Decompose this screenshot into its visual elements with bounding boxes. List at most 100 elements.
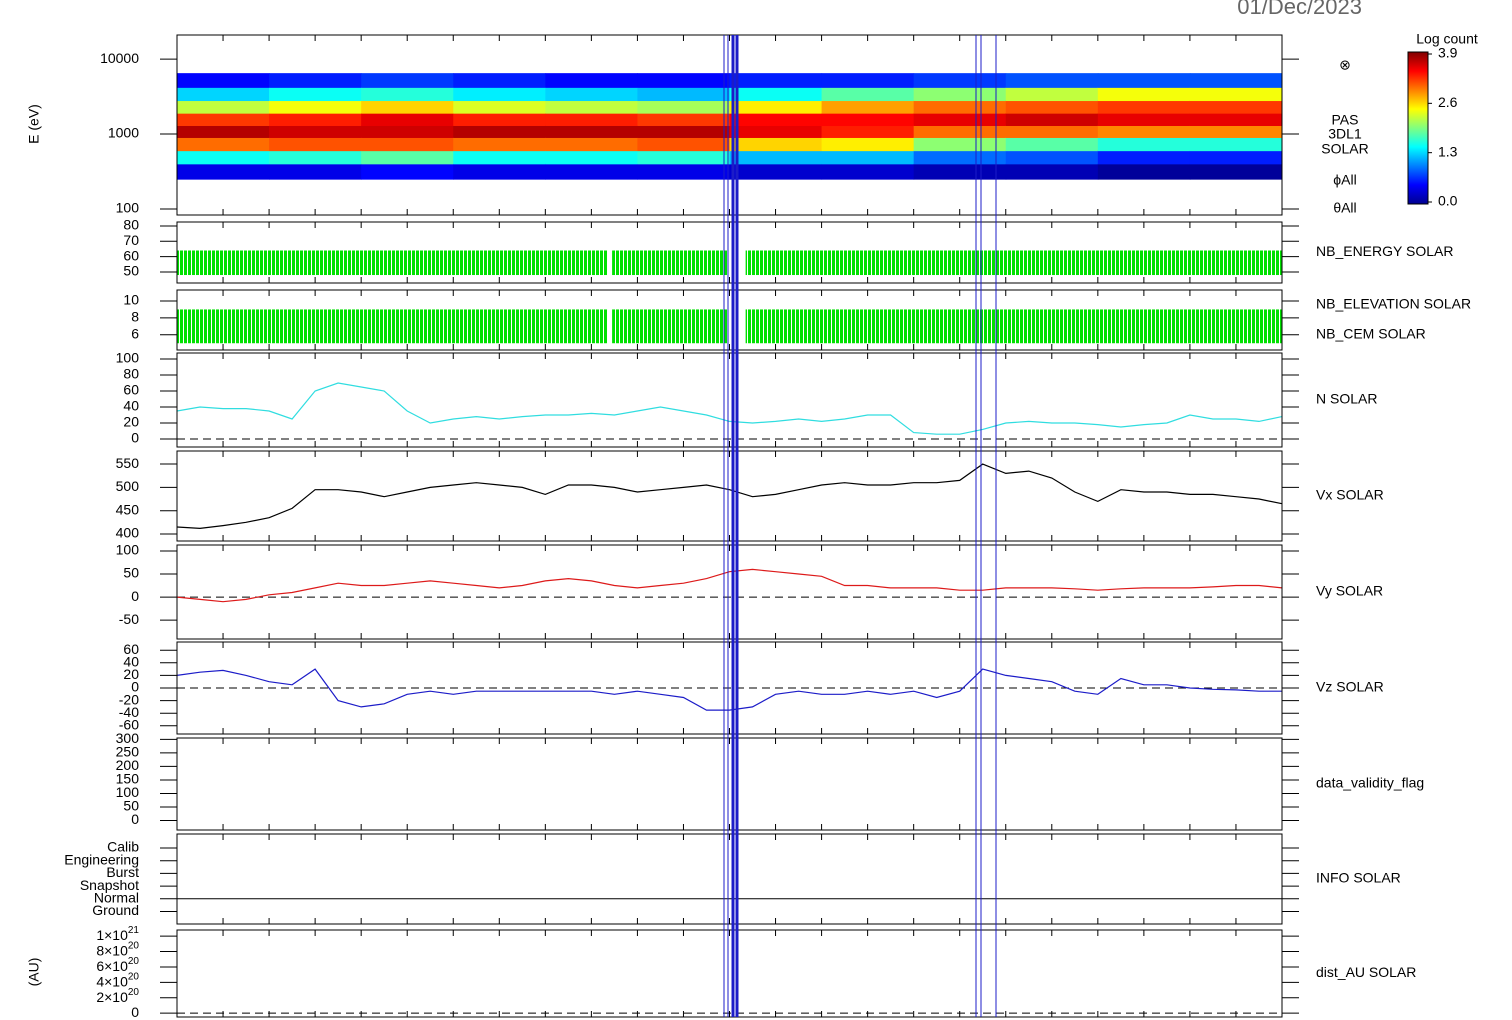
spectrogram-cell <box>269 87 362 102</box>
spectrogram-cell <box>1097 73 1191 88</box>
spectrogram-cell <box>637 113 730 127</box>
side-label: θAll <box>1333 200 1356 216</box>
spectrogram-cell <box>821 125 915 138</box>
spectrogram-cell <box>1097 87 1191 102</box>
spectrogram-cell <box>361 163 454 180</box>
y-tick-label: 80 <box>123 366 139 382</box>
spectrogram-cell <box>453 100 546 114</box>
spectrogram-cell <box>729 87 823 102</box>
side-label: PAS <box>1332 112 1359 128</box>
y-tick-label: 550 <box>116 455 140 471</box>
series-label: Vz SOLAR <box>1316 679 1384 695</box>
y-tick-label-base: 1×10 <box>96 927 128 943</box>
y-tick-label: 100 <box>116 350 140 366</box>
spectrogram-cell <box>637 100 730 114</box>
event-lines <box>723 35 997 1017</box>
spectrogram-cell <box>1005 163 1099 180</box>
y-category-label: Ground <box>92 902 139 918</box>
y-tick-label-base: 2×10 <box>96 988 128 1004</box>
spectrogram-cell <box>637 150 730 165</box>
spectrogram-cell <box>453 163 546 180</box>
y-category-label: Snapshot <box>80 877 139 893</box>
spectrogram-cell <box>637 163 730 180</box>
y-tick-label: 60 <box>123 247 139 263</box>
y-tick-label: 8 <box>131 309 139 325</box>
spectrogram-cell <box>177 87 270 102</box>
y-tick-label: 50 <box>123 798 139 814</box>
series-label: NB_CEM SOLAR <box>1316 326 1426 342</box>
y-tick-label: 6 <box>131 325 139 341</box>
y-tick-label: 450 <box>116 501 140 517</box>
y-tick-label: 200 <box>116 757 140 773</box>
y-tick-label: -60 <box>119 717 139 733</box>
y-tick-label: 50 <box>123 565 139 581</box>
plot-layer: 0.01.32.63.9⊗PAS3DL1SOLARϕAllθAll1001000… <box>64 34 1471 1020</box>
y-tick-label-exponent: 20 <box>128 956 140 967</box>
y-tick-label: 50 <box>123 263 139 279</box>
spectrogram-cell <box>177 113 270 127</box>
y-category-label: Burst <box>106 864 139 880</box>
spectrogram-cell <box>1189 87 1283 102</box>
spectrogram-cell <box>361 113 454 127</box>
y-tick-label: 8×1020 <box>96 940 139 958</box>
side-label: ϕAll <box>1333 172 1356 188</box>
spectrogram-cell <box>545 113 638 127</box>
spectrogram-cell <box>821 150 915 165</box>
y-tick-label: 60 <box>123 641 139 657</box>
series-label: NB_ENERGY SOLAR <box>1316 243 1453 259</box>
y-tick-label: -50 <box>119 611 139 627</box>
spectrogram-cell <box>1097 100 1191 114</box>
spectrogram-cell <box>821 163 915 180</box>
spectrogram-cell <box>545 100 638 114</box>
colorbar-label: Log count <box>1416 31 1478 47</box>
spectrogram-cell <box>453 113 546 127</box>
spectrogram-cell <box>821 113 915 127</box>
spectrogram-cell <box>545 73 638 88</box>
spectrogram-cell <box>177 150 270 165</box>
data-line <box>176 463 1283 530</box>
spectrogram-cell <box>361 125 454 138</box>
spectrogram-cell <box>729 137 823 152</box>
spectrogram-cell <box>1189 125 1283 138</box>
y-tick-label: 80 <box>123 217 139 233</box>
spectrogram-cell <box>269 125 362 138</box>
chart-title: 01/Dec/2023 <box>1237 0 1362 19</box>
y-tick-label: 0 <box>131 1004 139 1020</box>
colorbar-tick-label: 2.6 <box>1438 94 1458 110</box>
spectrogram-cell <box>453 73 546 88</box>
y-tick-label: 40 <box>123 653 139 669</box>
y-tick-label-exponent: 20 <box>128 986 140 997</box>
spectrogram-cell <box>269 163 362 180</box>
y-category-label: Calib <box>107 839 139 855</box>
y-tick-label: 60 <box>123 382 139 398</box>
spectrogram-cell <box>1005 73 1099 88</box>
spectrogram-cell <box>1005 100 1099 114</box>
series-label: NB_ELEVATION SOLAR <box>1316 296 1471 312</box>
spectrogram-cell <box>1097 150 1191 165</box>
y-tick-label: 0 <box>131 679 139 695</box>
range-bar <box>745 309 1282 344</box>
spectrogram-cell <box>821 137 915 152</box>
spectrogram-cell <box>1005 113 1099 127</box>
y-tick-label: 250 <box>116 744 140 760</box>
y-tick-label: 10000 <box>100 50 139 66</box>
y-tick-label-base: 4×10 <box>96 973 128 989</box>
y-tick-label: 40 <box>123 398 139 414</box>
spectrogram-cell <box>821 87 915 102</box>
spectrogram-cell <box>177 73 270 88</box>
side-label: 3DL1 <box>1328 126 1362 142</box>
spectrogram-cell <box>913 150 1007 165</box>
spectrogram-cell <box>361 87 454 102</box>
spectrogram-cell <box>453 125 546 138</box>
panel-frame <box>176 737 1283 831</box>
spectrogram-cell <box>729 125 823 138</box>
y-tick-label: 70 <box>123 232 139 248</box>
range-bar <box>612 309 728 344</box>
panel-frame <box>176 544 1283 640</box>
spectrogram-cell <box>913 100 1007 114</box>
range-bar <box>612 250 728 276</box>
spectrogram-cell <box>453 87 546 102</box>
spectrogram-cell <box>913 73 1007 88</box>
colorbar <box>1407 51 1429 205</box>
panel-frame <box>176 352 1283 448</box>
